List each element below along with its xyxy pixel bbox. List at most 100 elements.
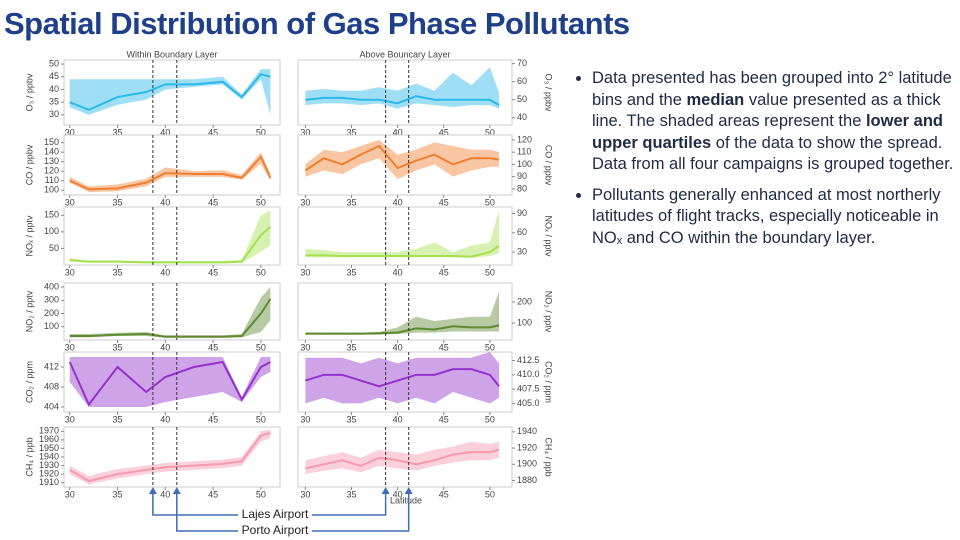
panel-frame — [63, 59, 281, 126]
x-tick-label: 35 — [113, 127, 123, 137]
y-tick-label: 1880 — [517, 475, 537, 485]
y-tick-label: 405.0 — [517, 398, 540, 408]
y-tick-label: 40 — [517, 112, 527, 122]
median-line — [305, 368, 500, 388]
airport-connector — [176, 490, 410, 532]
quartile-band — [69, 69, 271, 115]
airport-label: Lajes Airport — [242, 507, 309, 521]
median-line — [305, 95, 500, 107]
y-tick-label: 1950 — [39, 443, 59, 453]
y-tick-label: 407.5 — [517, 384, 540, 394]
x-tick-label: 45 — [439, 342, 449, 352]
x-tick-label: 35 — [113, 197, 123, 207]
x-tick-label: 30 — [65, 414, 75, 424]
x-tick-label: 45 — [208, 127, 218, 137]
text: Data presented has been grouped into 2° … — [592, 69, 952, 109]
x-tick-label: 50 — [256, 127, 266, 137]
x-tick-label: 50 — [256, 267, 266, 277]
y-tick-label: 1960 — [39, 434, 59, 444]
y-tick-label: 1920 — [517, 442, 537, 452]
y-tick-label: 100 — [44, 321, 59, 331]
y-tick-label: 100 — [517, 317, 532, 327]
x-tick-label: 40 — [393, 489, 403, 499]
text: median — [686, 90, 745, 109]
x-tick-label: 35 — [113, 267, 123, 277]
quartile-band — [305, 352, 500, 404]
y-tick-label: 100 — [44, 185, 59, 195]
y-tick-label: 100 — [44, 226, 59, 236]
x-tick-label: 40 — [160, 127, 170, 137]
airport-label: Porto Airport — [242, 523, 309, 537]
x-tick-label: 50 — [485, 342, 495, 352]
x-tick-label: 45 — [208, 414, 218, 424]
y-tick-label: 35 — [49, 97, 59, 107]
median-line — [69, 155, 272, 191]
y-tick-label: 120 — [44, 166, 59, 176]
x-tick-label: 35 — [346, 197, 356, 207]
y-tick-label: 90 — [517, 171, 527, 181]
panel-frame — [63, 351, 281, 413]
y-tick-label: 120 — [517, 134, 532, 144]
text: value presented as a thick line. The sha… — [592, 90, 941, 131]
y-tick-label: 50 — [49, 243, 59, 253]
x-tick-label: 50 — [485, 267, 495, 277]
x-axis-label: Latitude — [390, 495, 422, 505]
y-axis-label: CO / ppbv — [24, 144, 34, 185]
y-tick-label: 300 — [44, 295, 59, 305]
y-axis-label: NO₂ / pptv — [544, 291, 554, 333]
median-line — [305, 324, 500, 335]
x-tick-label: 30 — [300, 414, 310, 424]
panel-frame — [297, 426, 513, 488]
x-tick-label: 50 — [256, 489, 266, 499]
x-tick-label: 50 — [256, 197, 266, 207]
median-line — [305, 448, 500, 470]
column-title: Above Bouncary Layer — [359, 49, 450, 59]
y-axis-label: CO₂ / ppm — [544, 361, 554, 403]
y-tick-label: 404 — [44, 401, 59, 411]
x-tick-label: 45 — [439, 197, 449, 207]
x-tick-label: 40 — [160, 197, 170, 207]
y-tick-label: 1970 — [39, 426, 59, 436]
x-tick-label: 30 — [300, 489, 310, 499]
y-tick-label: 150 — [44, 210, 59, 220]
y-tick-label: 60 — [517, 76, 527, 86]
x-tick-label: 35 — [113, 414, 123, 424]
y-tick-label: 400 — [44, 281, 59, 291]
x-tick-label: 40 — [160, 342, 170, 352]
figure: Within Boundary Layer Above Bouncary Laye… — [24, 49, 554, 537]
y-tick-label: 140 — [44, 147, 59, 157]
bullet-list: Data presented has been grouped into 2° … — [572, 68, 960, 258]
y-tick-label: 100 — [517, 159, 532, 169]
x-tick-label: 30 — [300, 127, 310, 137]
x-tick-label: 40 — [393, 414, 403, 424]
x-tick-label: 30 — [65, 342, 75, 352]
x-tick-label: 35 — [346, 342, 356, 352]
x-tick-label: 35 — [346, 127, 356, 137]
quartile-band — [69, 152, 271, 193]
y-tick-label: 150 — [44, 137, 59, 147]
y-tick-label: 1900 — [517, 459, 537, 469]
x-tick-label: 50 — [485, 414, 495, 424]
x-tick-label: 45 — [208, 489, 218, 499]
x-tick-label: 45 — [439, 489, 449, 499]
x-tick-label: 45 — [208, 267, 218, 277]
quartile-band — [69, 286, 271, 339]
x-tick-label: 45 — [208, 197, 218, 207]
x-tick-label: 50 — [256, 414, 266, 424]
x-tick-label: 35 — [346, 489, 356, 499]
x-tick-label: 45 — [439, 127, 449, 137]
x-tick-label: 30 — [65, 197, 75, 207]
y-tick-label: 412.5 — [517, 355, 540, 365]
y-tick-label: 50 — [49, 58, 59, 68]
y-tick-label: 200 — [44, 308, 59, 318]
y-axis-label: CO / ppbv — [544, 145, 554, 186]
y-tick-label: 410.0 — [517, 369, 540, 379]
y-tick-label: 1910 — [39, 477, 59, 487]
x-tick-label: 40 — [393, 197, 403, 207]
slide-title: Spatial Distribution of Gas Phase Pollut… — [4, 6, 630, 41]
y-tick-label: 30 — [49, 109, 59, 119]
y-axis-label: O₃ / ppbv — [24, 73, 34, 111]
median-line — [68, 360, 271, 407]
y-tick-label: 30 — [517, 246, 527, 256]
y-axis-label: CO₂ / ppm — [24, 361, 34, 403]
